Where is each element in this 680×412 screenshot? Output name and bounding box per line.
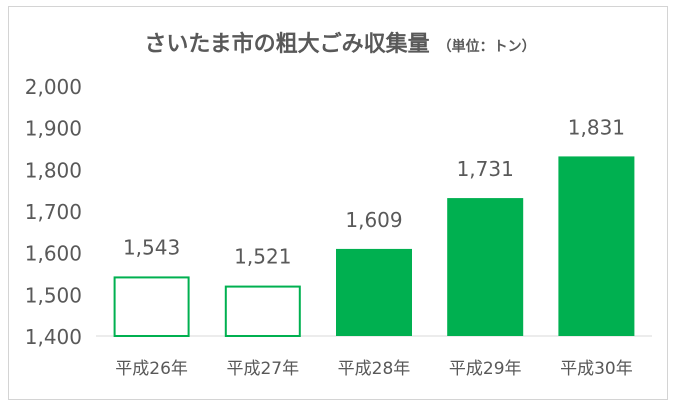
y-tick-label: 1,800 <box>25 158 82 182</box>
bar <box>224 285 301 338</box>
bar <box>447 198 524 336</box>
chart-subtitle: （単位：トン） <box>437 39 536 55</box>
y-tick-label: 1,900 <box>25 117 82 141</box>
chart-title-block: さいたま市の粗大ごみ収集量 （単位：トン） <box>0 26 680 58</box>
bar <box>113 276 190 337</box>
x-tick-label: 平成29年 <box>449 359 522 379</box>
x-tick-label: 平成26年 <box>115 359 188 379</box>
bar <box>558 156 635 336</box>
data-label: 1,731 <box>457 157 514 181</box>
y-tick-label: 1,700 <box>25 200 82 224</box>
bar <box>336 248 412 336</box>
x-tick-label: 平成27年 <box>226 359 299 379</box>
data-label: 1,543 <box>123 235 180 259</box>
y-tick-label: 1,400 <box>25 325 82 349</box>
data-label: 1,831 <box>568 115 625 139</box>
y-tick-label: 2,000 <box>25 75 82 99</box>
y-tick-label: 1,600 <box>25 242 82 266</box>
data-label: 1,609 <box>345 208 402 232</box>
x-tick-label: 平成30年 <box>560 359 633 379</box>
chart-title: さいたま市の粗大ごみ収集量 <box>144 32 430 57</box>
data-label: 1,521 <box>234 245 291 269</box>
x-tick-label: 平成28年 <box>338 359 411 379</box>
y-tick-label: 1,500 <box>25 283 82 307</box>
